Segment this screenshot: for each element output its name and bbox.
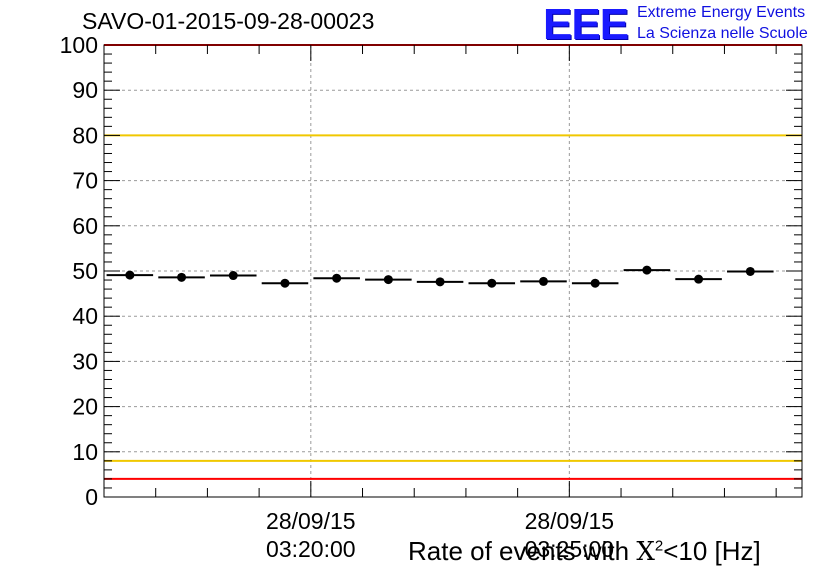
x-axis-label: Rate of events with X2<10 [Hz] [408, 536, 761, 567]
y-tick-label: 60 [72, 213, 98, 239]
y-tick-label: 70 [72, 168, 98, 194]
data-point [228, 271, 238, 281]
data-point [435, 277, 445, 287]
y-tick-label: 80 [72, 122, 98, 148]
chart-title: SAVO-01-2015-09-28-00023 [82, 8, 375, 34]
logo-text-line1: Extreme Energy Events [637, 4, 806, 21]
data-point [642, 265, 652, 275]
data-point [383, 275, 393, 285]
x-axis-label-suffix: <10 [Hz] [663, 536, 761, 566]
x-tick-label-date: 28/09/15 [266, 508, 356, 534]
data-point [487, 278, 497, 288]
eee-logo: EEE Extreme Energy Events La Scienza nel… [543, 0, 833, 49]
data-point [332, 273, 342, 283]
data-point [280, 278, 290, 288]
x-axis-label-prefix: Rate of events with [408, 536, 637, 566]
x-axis-label-sup: 2 [654, 537, 664, 555]
data-point [125, 270, 135, 280]
logo-text-line2: La Scienza nelle Scuole [637, 25, 808, 42]
x-tick-label-date: 28/09/15 [525, 508, 615, 534]
y-tick-label: 40 [72, 303, 98, 329]
data-point [538, 276, 548, 286]
data-point [177, 272, 187, 282]
x-tick-label-time: 03:25:00 [525, 536, 615, 562]
x-axis-label-chi: X [636, 537, 655, 567]
y-tick-label: 100 [60, 32, 98, 58]
y-tick-label: 50 [72, 258, 98, 284]
y-tick-label: 0 [85, 484, 98, 510]
data-point [694, 274, 704, 284]
data-point [590, 278, 600, 288]
y-tick-label: 10 [72, 439, 98, 465]
eee-logo-mark: EEE [543, 0, 629, 49]
y-tick-label: 90 [72, 77, 98, 103]
x-tick-label-time: 03:20:00 [266, 536, 356, 562]
y-tick-label: 20 [72, 394, 98, 420]
data-point [745, 266, 755, 276]
y-tick-label: 30 [72, 348, 98, 374]
